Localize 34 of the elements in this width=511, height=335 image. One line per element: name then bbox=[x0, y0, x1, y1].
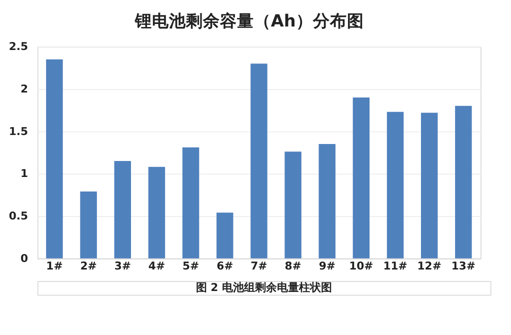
chart-title: 锂电池剩余容量（Ah）分布图 bbox=[134, 10, 364, 30]
caption: 图 2 电池组剩余电量柱状图 bbox=[196, 280, 332, 294]
x-tick-label: 10# bbox=[349, 260, 374, 273]
x-tick-label: 4# bbox=[148, 260, 166, 273]
y-tick-label: 0.5 bbox=[8, 209, 28, 222]
x-tick-label: 11# bbox=[383, 260, 408, 273]
x-tick-label: 1# bbox=[46, 260, 63, 273]
x-tick-label: 3# bbox=[114, 260, 131, 273]
x-tick-label: 13# bbox=[451, 260, 476, 273]
bar bbox=[386, 112, 404, 258]
bar bbox=[284, 152, 302, 258]
bar bbox=[420, 112, 438, 258]
bar bbox=[114, 160, 131, 258]
y-tick-label: 2.5 bbox=[8, 40, 28, 54]
bar bbox=[455, 106, 472, 258]
bar bbox=[46, 59, 63, 258]
x-tick-label: 12# bbox=[417, 260, 442, 273]
bar bbox=[80, 191, 97, 258]
x-tick-label: 2# bbox=[80, 260, 97, 273]
y-tick-label: 0 bbox=[20, 252, 29, 265]
x-tick-label: 8# bbox=[284, 260, 302, 273]
bar bbox=[182, 147, 200, 258]
bar bbox=[216, 212, 234, 258]
x-tick-label: 6# bbox=[216, 260, 234, 273]
bar bbox=[250, 64, 268, 258]
x-tick-label: 7# bbox=[250, 260, 268, 273]
bar bbox=[318, 144, 336, 258]
x-tick-label: 9# bbox=[318, 260, 336, 273]
bar bbox=[352, 97, 370, 258]
bar bbox=[148, 166, 166, 258]
y-tick-label: 2 bbox=[20, 82, 28, 96]
y-tick-label: 1.5 bbox=[8, 124, 28, 138]
x-tick-label: 5# bbox=[182, 260, 200, 273]
y-tick-label: 1 bbox=[20, 167, 28, 180]
